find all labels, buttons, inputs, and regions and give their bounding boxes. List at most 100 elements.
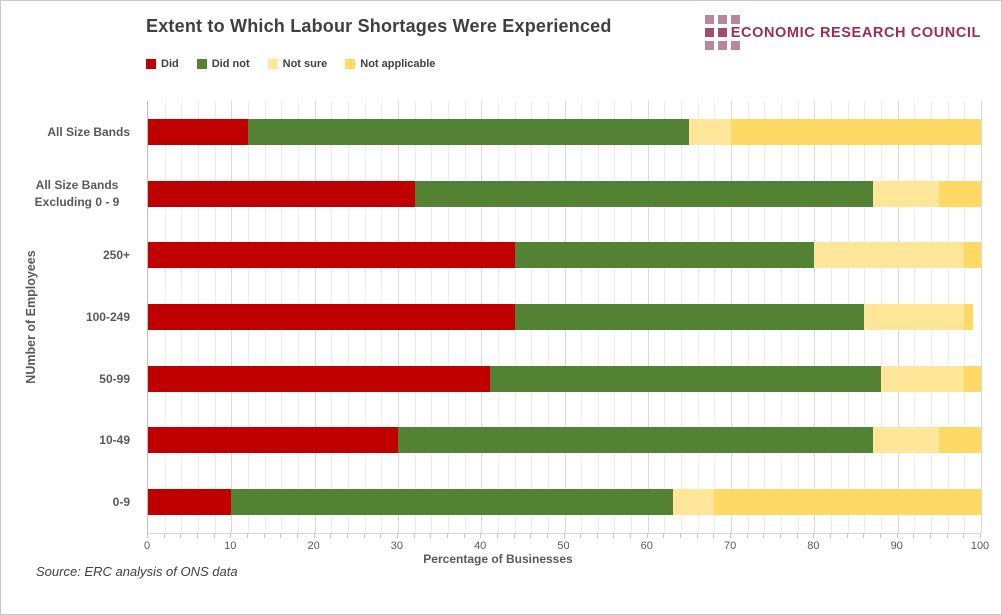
axis-tick (163, 533, 165, 538)
axis-tick (147, 533, 148, 538)
x-tick-label: 50 (557, 540, 570, 552)
axis-tick (213, 533, 215, 538)
logo-square-icon (704, 28, 714, 37)
axis-tick (796, 533, 798, 538)
category-label: All Size Bands (1, 101, 139, 163)
bar-segment-did-not (231, 489, 673, 516)
bar-segment-did-not (247, 118, 690, 145)
bar-row (148, 427, 981, 454)
category-label-text: 0-9 (112, 495, 130, 510)
bar-segment-not-sure (672, 489, 715, 516)
category-label-text: 100-249 (85, 309, 130, 324)
axis-tick (546, 533, 548, 538)
source-note: Source: ERC analysis of ONS data (36, 564, 238, 579)
bar-row (148, 365, 981, 392)
category-label: 0-9 (1, 471, 139, 533)
legend-swatch-icon (196, 59, 207, 69)
legend-item: Not sure (267, 58, 327, 70)
axis-tick (346, 533, 348, 538)
axis-tick (196, 533, 198, 538)
axis-tick (430, 533, 432, 538)
x-tick-label: 100 (970, 540, 990, 552)
erc-logo: ECONOMIC RESEARCH COUNCIL (704, 15, 981, 50)
bar-segment-not-sure (872, 180, 940, 207)
axis-tick (913, 533, 915, 538)
axis-tick (330, 533, 332, 538)
axis-tick (363, 533, 365, 538)
x-tick-label: 20 (307, 540, 320, 552)
axis-tick (630, 533, 632, 538)
x-tick-label: 90 (890, 540, 903, 552)
axis-tick (730, 533, 732, 538)
bar-segment-not-applicable (714, 489, 981, 516)
x-tick-label: 10 (224, 540, 237, 552)
bar-segment-did (148, 365, 490, 392)
logo-square-icon (730, 15, 740, 24)
tick-comb (147, 533, 981, 538)
category-label: 50-99 (1, 348, 139, 410)
plot-area (147, 101, 982, 534)
logo-squares-icon (704, 15, 740, 50)
logo-square-icon (730, 41, 740, 50)
legend-item: Did not (196, 58, 250, 70)
bar-segment-not-sure (881, 365, 965, 392)
axis-tick (880, 533, 882, 538)
category-label-text: 50-99 (99, 371, 130, 386)
legend-label: Did not (211, 58, 250, 70)
bar-segment-not-sure (814, 242, 965, 269)
bar-segment-did (148, 118, 248, 145)
gridline (981, 101, 982, 533)
bar-row (148, 242, 981, 269)
axis-tick (930, 533, 932, 538)
bar-row (148, 180, 981, 207)
bar-segment-not-applicable (939, 427, 981, 454)
legend-label: Did (161, 58, 179, 70)
logo-square-row (704, 15, 740, 24)
bar-segment-did-not (514, 242, 815, 269)
logo-square-icon (704, 15, 714, 24)
bar-segment-did (148, 180, 415, 207)
logo-square-icon (717, 28, 727, 37)
axis-tick (396, 533, 398, 538)
axis-tick (530, 533, 532, 538)
bar-segment-not-applicable (964, 365, 981, 392)
category-label: All Size Bands Excluding 0 - 9 (1, 163, 139, 225)
axis-tick (713, 533, 715, 538)
bar-segment-not-sure (864, 304, 965, 330)
axis-tick (313, 533, 315, 538)
legend-swatch-icon (345, 59, 356, 69)
x-tick-label: 0 (143, 540, 151, 552)
x-tick-label: 40 (474, 540, 487, 552)
axis-tick (296, 533, 298, 538)
category-label-text: 250+ (102, 248, 130, 263)
axis-tick (980, 533, 981, 538)
axis-tick (413, 533, 415, 538)
bar-segment-did (148, 427, 398, 454)
axis-tick (763, 533, 765, 538)
axis-tick (180, 533, 182, 538)
axis-tick (896, 533, 898, 538)
category-label-text: All Size Bands Excluding 0 - 9 (34, 178, 120, 209)
axis-tick (463, 533, 465, 538)
bar-segment-did-not (489, 365, 882, 392)
logo-square-row (704, 28, 740, 37)
category-label: 100-249 (1, 286, 139, 348)
x-axis-title: Percentage of Businesses (423, 552, 573, 566)
axis-tick (613, 533, 615, 538)
x-axis-ticks: 0 10 20 30 40 50 60 70 80 90 100 (143, 540, 989, 554)
axis-tick (580, 533, 582, 538)
axis-tick (446, 533, 448, 538)
axis-tick (813, 533, 815, 538)
axis-tick (746, 533, 748, 538)
bar-segment-not-sure (689, 118, 732, 145)
axis-tick (496, 533, 498, 538)
axis-tick (280, 533, 282, 538)
bar-segment-did-not (514, 304, 865, 330)
legend-swatch-icon (267, 59, 278, 69)
axis-tick (846, 533, 848, 538)
x-tick-label: 70 (723, 540, 737, 552)
axis-tick (230, 533, 232, 538)
chart-title: Extent to Which Labour Shortages Were Ex… (146, 16, 612, 36)
axis-tick (680, 533, 682, 538)
